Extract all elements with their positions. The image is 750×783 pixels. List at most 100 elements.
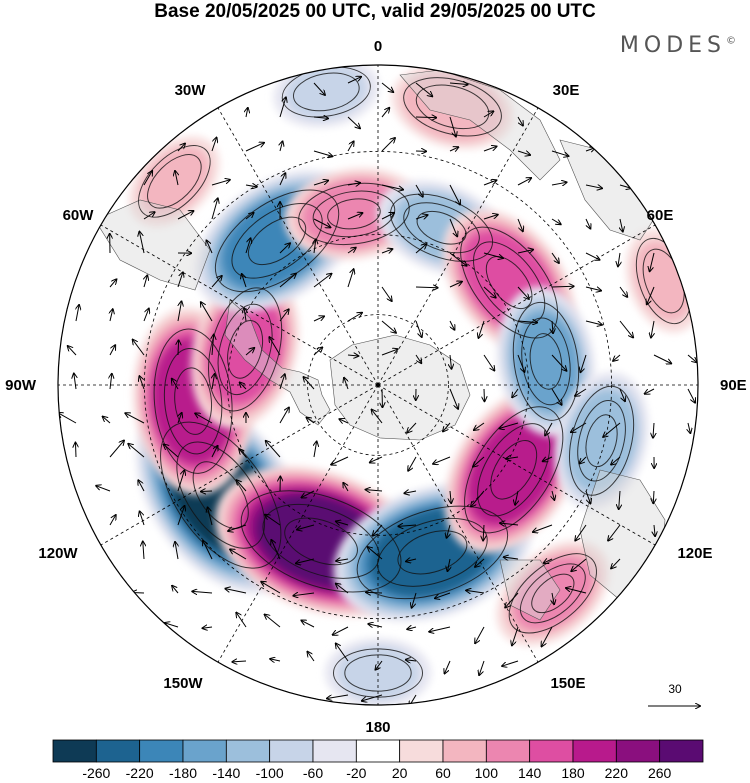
wind-vector: [144, 275, 147, 288]
meridian-line: [217, 107, 379, 386]
colorbar-boxes: [52, 739, 704, 763]
wind-vector: [407, 422, 417, 433]
wind-vector: [245, 185, 257, 187]
colorbar-tick-label: 60: [435, 765, 451, 781]
wind-vector: [109, 345, 115, 356]
reference-vector: 30: [648, 682, 700, 706]
anomaly-level: [207, 294, 284, 405]
wind-vector: [313, 181, 328, 186]
wind-vector: [175, 171, 178, 186]
wind-vector: [242, 274, 247, 288]
wind-vector: [192, 591, 213, 593]
wind-vector: [619, 185, 631, 188]
wind-vector: [203, 541, 213, 560]
wind-vector: [125, 413, 145, 424]
wind-vector: [347, 313, 362, 322]
wind-vector: [450, 490, 451, 503]
colorbar-box: [52, 739, 97, 763]
wind-vector: [344, 378, 348, 390]
anomaly-contour: [569, 385, 635, 496]
anomaly-contour: [460, 226, 559, 339]
anomaly-contour: [403, 77, 502, 137]
wind-vector: [653, 490, 654, 503]
anomaly-contour: [577, 400, 626, 482]
wind-vector: [279, 243, 290, 254]
wind-vector: [404, 491, 417, 493]
wind-vector: [366, 592, 383, 593]
wind-vector: [515, 490, 518, 505]
wind-vector: [336, 584, 349, 594]
wind-vector: [483, 111, 493, 118]
wind-vector: [343, 483, 349, 492]
meridian-line: [377, 224, 656, 386]
wind-vector: [313, 117, 328, 118]
wind-vector: [175, 542, 178, 560]
wind-vector: [211, 180, 230, 186]
wind-vector: [688, 422, 690, 433]
anomaly-level: [302, 179, 406, 249]
wind-vector: [406, 559, 417, 561]
wind-vector: [474, 422, 485, 430]
wind-vector: [313, 150, 332, 156]
anomaly-level: [401, 71, 504, 143]
wind-vector: [381, 213, 394, 220]
colorbar-box: [139, 739, 184, 763]
wind-vector: [240, 383, 247, 390]
wind-vector: [143, 212, 155, 220]
longitude-label-30e: 30E: [553, 82, 580, 99]
longitude-label-90e: 90E: [720, 377, 747, 394]
map-border: [57, 64, 699, 706]
meridian-line: [377, 384, 656, 546]
meridian-line: [377, 107, 539, 386]
wind-vector: [211, 138, 217, 152]
wind-vector: [368, 547, 383, 560]
wind-vector: [415, 82, 432, 96]
wind-vector: [483, 146, 496, 152]
colorbar-box: [615, 739, 661, 763]
wind-vector: [483, 286, 496, 298]
wind-vector: [331, 456, 349, 465]
modes-logo: MODES©: [620, 33, 736, 58]
wind-vector: [269, 337, 281, 356]
wind-vector: [347, 77, 361, 84]
wind-vector: [370, 456, 383, 462]
wind-vector: [544, 559, 553, 563]
wind-vector: [103, 417, 111, 424]
longitude-label-0: 0: [374, 38, 382, 55]
wind-vector: [479, 660, 485, 675]
wind-vector: [313, 347, 322, 356]
wind-vector: [575, 524, 587, 541]
wind-vector: [449, 218, 457, 236]
wind-vector: [265, 515, 281, 526]
logo-registered-mark: ©: [726, 35, 736, 47]
colorbar-box: [312, 739, 357, 763]
wind-vector: [381, 108, 389, 118]
wind-vector: [313, 82, 325, 95]
wind-vector: [653, 422, 654, 438]
colorbar-box: [529, 739, 574, 763]
wind-vector: [443, 422, 451, 431]
wind-vector: [302, 490, 315, 497]
wind-vector: [611, 456, 621, 465]
anomaly-contour: [397, 530, 468, 575]
wind-vector: [450, 354, 451, 369]
land-outline: [224, 299, 331, 426]
wind-vector: [172, 379, 179, 390]
south-pole-marker: [376, 383, 380, 387]
wind-vector: [552, 592, 554, 604]
wind-vector: [110, 374, 112, 390]
wind-vector: [483, 252, 503, 258]
wind-vector: [517, 286, 529, 299]
colorbar-tick-label: -220: [126, 765, 154, 781]
wind-vector: [571, 558, 587, 571]
wind-vector: [133, 340, 145, 356]
wind-vector: [164, 444, 179, 458]
anomaly-contour: [240, 490, 402, 593]
wind-vector: [506, 457, 519, 459]
wind-vector: [313, 218, 330, 227]
anomaly-contour: [284, 517, 358, 566]
wind-vector: [551, 252, 559, 263]
anomaly-contour: [174, 367, 213, 435]
wind-vectors: [58, 77, 696, 705]
latitude-circle: [143, 150, 613, 620]
